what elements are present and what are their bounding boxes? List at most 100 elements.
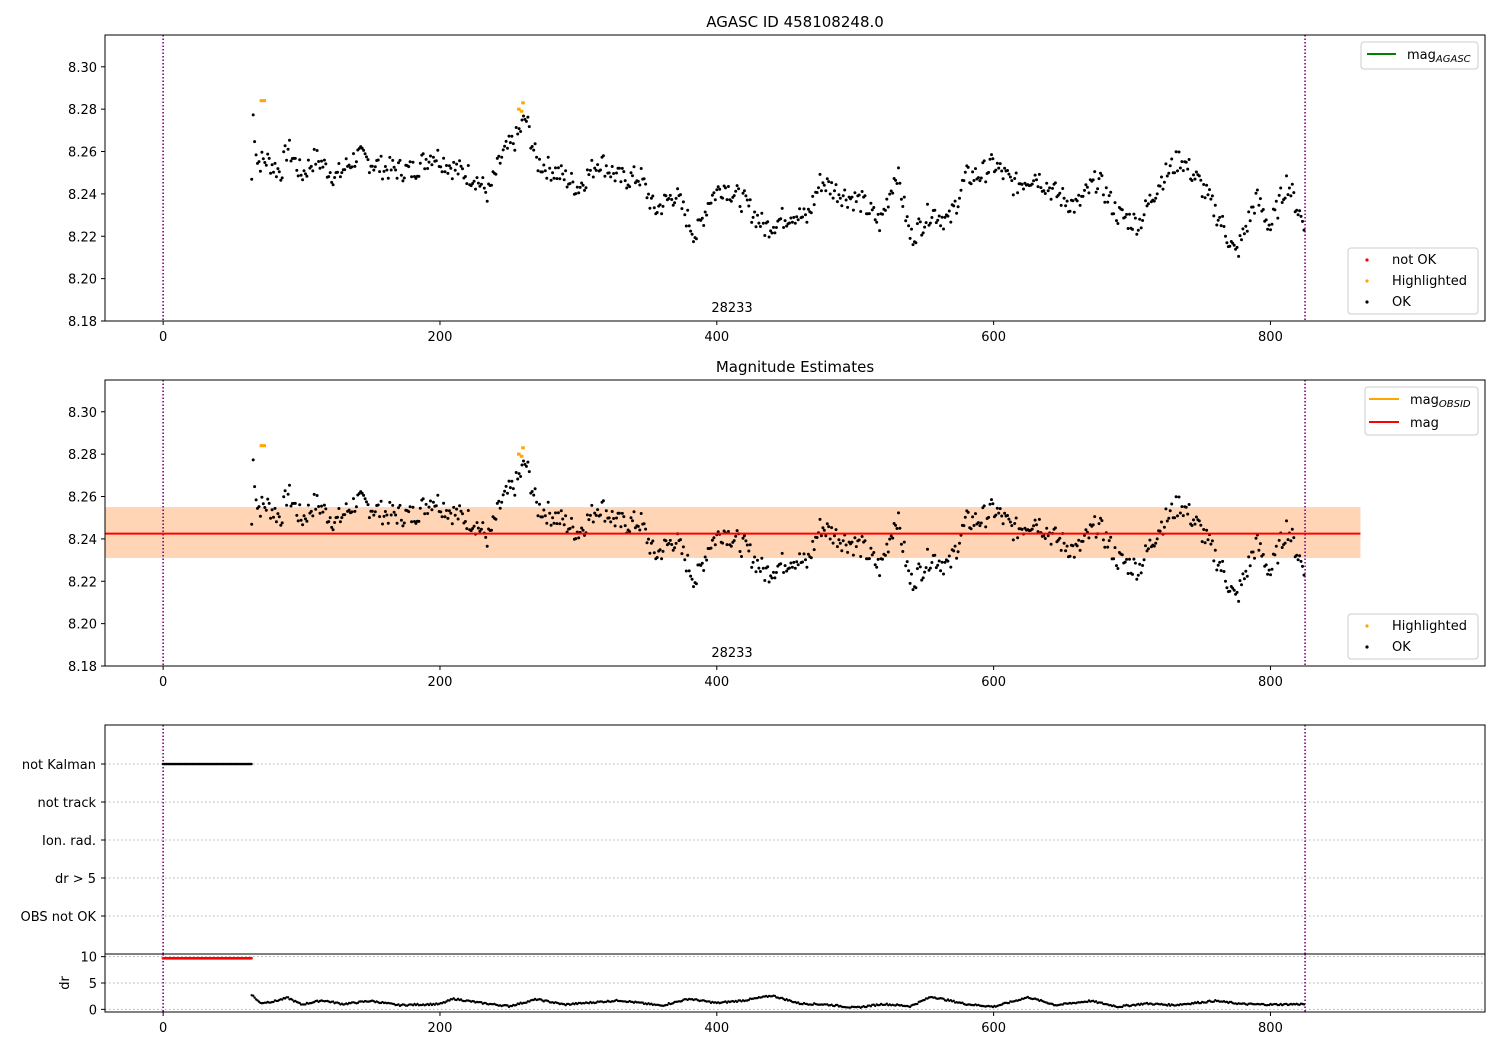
ok-point <box>1135 232 1139 236</box>
ok-point <box>1131 227 1134 231</box>
ok-point <box>988 502 992 506</box>
ok-point <box>1197 174 1201 178</box>
ok-point <box>825 177 829 181</box>
ok-point <box>402 521 406 525</box>
ok-point <box>1200 540 1204 544</box>
ok-point <box>585 168 589 172</box>
ok-point <box>995 161 999 165</box>
ok-point <box>1167 516 1171 520</box>
ok-point <box>376 158 380 162</box>
ok-point <box>897 511 900 515</box>
ok-point <box>1136 573 1140 577</box>
ok-point <box>584 186 588 190</box>
ok-point <box>875 565 879 569</box>
ok-point <box>875 220 879 224</box>
ok-point <box>978 179 982 183</box>
ok-point <box>1200 195 1204 199</box>
ok-point <box>959 188 963 192</box>
ok-point <box>933 208 937 212</box>
ok-point <box>383 510 387 513</box>
ok-point <box>459 509 463 513</box>
ok-point <box>418 161 422 165</box>
ok-point <box>479 527 483 531</box>
ok-point <box>1295 208 1299 212</box>
ok-point <box>683 558 687 562</box>
dr-point <box>480 1001 483 1004</box>
ok-point <box>1136 228 1140 232</box>
ok-point <box>484 190 488 194</box>
ok-point <box>482 186 486 190</box>
ok-point <box>834 183 838 187</box>
ok-point <box>398 158 402 162</box>
ok-point <box>1142 558 1146 562</box>
ok-point <box>1197 519 1201 523</box>
ok-point <box>840 549 844 553</box>
y-tick-label: 8.18 <box>68 660 97 675</box>
ok-point <box>969 182 973 186</box>
ok-point <box>910 572 913 576</box>
ok-point <box>982 504 986 508</box>
ok-point <box>805 565 809 569</box>
ok-point <box>397 506 400 510</box>
ok-point <box>513 148 517 152</box>
ok-point <box>408 160 412 164</box>
ok-point <box>899 197 903 201</box>
ok-point <box>668 193 672 197</box>
ok-point <box>1154 196 1158 200</box>
ok-point <box>741 191 745 195</box>
ok-point <box>452 505 456 509</box>
ok-point <box>629 516 633 520</box>
ok-point <box>1011 193 1015 197</box>
ok-point <box>1006 514 1009 517</box>
ok-point <box>872 551 876 554</box>
ok-point <box>1100 174 1104 178</box>
ok-point <box>1295 553 1299 557</box>
ok-point <box>974 167 977 171</box>
highlighted-point <box>262 444 266 448</box>
ok-point <box>1162 180 1166 184</box>
ok-point <box>591 175 595 179</box>
ok-point <box>430 508 434 512</box>
ok-point <box>1141 219 1145 222</box>
ok-point <box>979 176 983 180</box>
ok-point <box>395 176 399 180</box>
ok-point <box>889 189 893 193</box>
ok-point <box>1032 524 1036 528</box>
ok-point <box>556 511 560 515</box>
dr-point <box>885 1002 888 1005</box>
ok-point <box>801 560 804 564</box>
ok-point <box>891 536 895 540</box>
ok-point <box>347 508 351 512</box>
ok-point <box>594 168 598 172</box>
ok-point <box>1283 196 1287 200</box>
ok-point <box>439 510 443 514</box>
ok-point <box>1065 199 1069 203</box>
obsid-label: 28233 <box>711 301 752 316</box>
ok-point <box>915 222 919 226</box>
ok-point <box>545 176 549 180</box>
ok-point <box>1184 505 1188 509</box>
ok-point <box>689 229 693 233</box>
ok-point <box>1072 555 1076 559</box>
ok-point <box>1267 223 1271 227</box>
ok-point <box>1240 583 1243 587</box>
ok-point <box>568 527 572 530</box>
x-tick-label: 800 <box>1258 330 1283 345</box>
ok-point <box>681 545 685 549</box>
ok-point <box>785 569 789 573</box>
ok-point <box>338 175 342 179</box>
agasc-magnitude-panel: AGASC ID 458108248.0 28233 8.188.208.228… <box>68 13 1486 345</box>
ok-point <box>1289 194 1293 198</box>
ok-point <box>796 563 800 567</box>
ok-point <box>991 502 995 506</box>
ok-point <box>604 509 608 513</box>
ok-point <box>286 492 290 496</box>
ok-point <box>828 537 832 541</box>
ok-point <box>466 509 470 512</box>
ok-point <box>732 194 736 198</box>
ok-point <box>642 177 646 181</box>
ok-point <box>373 165 377 169</box>
ok-point <box>952 549 956 553</box>
ok-point <box>661 549 665 553</box>
ok-point <box>790 565 794 569</box>
